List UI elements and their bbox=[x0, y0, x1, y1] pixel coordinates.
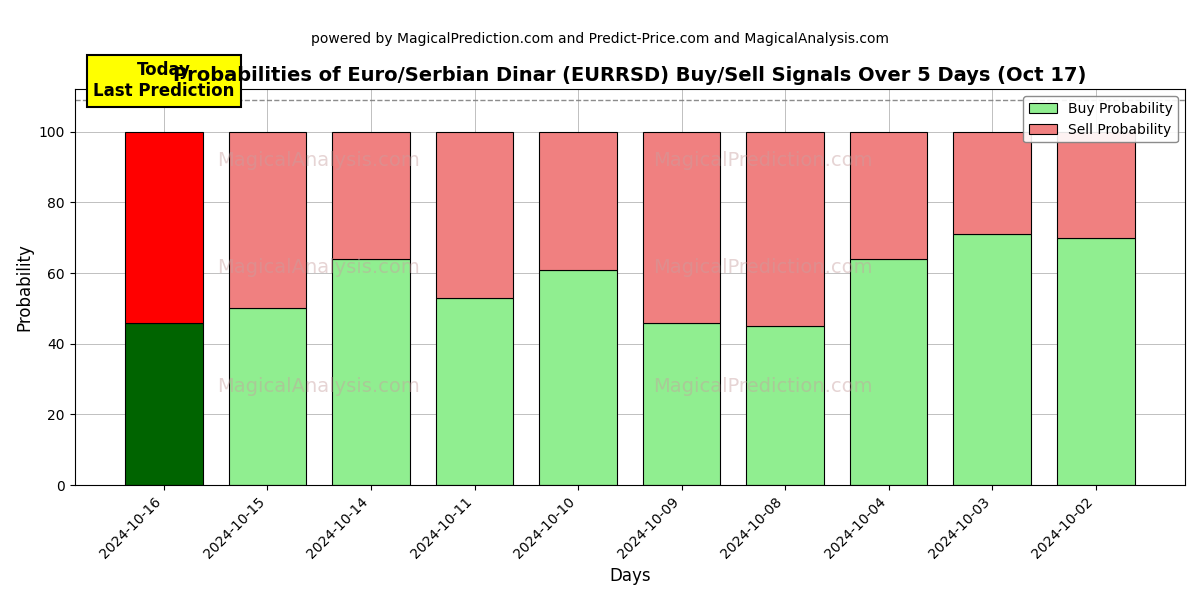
Bar bbox=[953, 234, 1031, 485]
Text: MagicalAnalysis.com: MagicalAnalysis.com bbox=[217, 151, 420, 170]
Title: Probabilities of Euro/Serbian Dinar (EURRSD) Buy/Sell Signals Over 5 Days (Oct 1: Probabilities of Euro/Serbian Dinar (EUR… bbox=[173, 66, 1086, 85]
Bar bbox=[643, 132, 720, 323]
Bar bbox=[1057, 238, 1134, 485]
Bar bbox=[539, 132, 617, 269]
Text: MagicalAnalysis.com: MagicalAnalysis.com bbox=[217, 377, 420, 396]
Text: MagicalPrediction.com: MagicalPrediction.com bbox=[653, 258, 872, 277]
Bar bbox=[539, 269, 617, 485]
Bar bbox=[229, 132, 306, 308]
Y-axis label: Probability: Probability bbox=[16, 244, 34, 331]
Bar bbox=[332, 132, 410, 259]
Bar bbox=[436, 298, 514, 485]
Text: MagicalPrediction.com: MagicalPrediction.com bbox=[653, 377, 872, 396]
Bar bbox=[436, 132, 514, 298]
Text: MagicalPrediction.com: MagicalPrediction.com bbox=[653, 151, 872, 170]
Text: MagicalAnalysis.com: MagicalAnalysis.com bbox=[217, 258, 420, 277]
Text: powered by MagicalPrediction.com and Predict-Price.com and MagicalAnalysis.com: powered by MagicalPrediction.com and Pre… bbox=[311, 32, 889, 46]
Bar bbox=[850, 259, 928, 485]
Legend: Buy Probability, Sell Probability: Buy Probability, Sell Probability bbox=[1024, 97, 1178, 142]
Text: Today
Last Prediction: Today Last Prediction bbox=[94, 61, 235, 100]
Bar bbox=[125, 323, 203, 485]
Bar bbox=[643, 323, 720, 485]
Bar bbox=[1057, 132, 1134, 238]
X-axis label: Days: Days bbox=[610, 567, 650, 585]
Bar bbox=[746, 132, 824, 326]
Bar bbox=[746, 326, 824, 485]
Bar bbox=[229, 308, 306, 485]
Bar bbox=[953, 132, 1031, 234]
Bar bbox=[332, 259, 410, 485]
Bar bbox=[125, 132, 203, 323]
Bar bbox=[850, 132, 928, 259]
